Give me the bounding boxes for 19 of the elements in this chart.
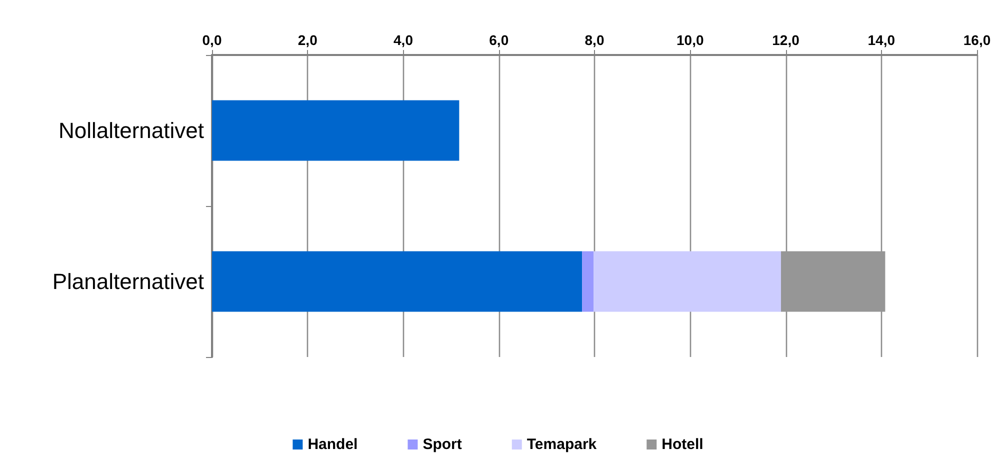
y-tick-label: Planalternativet <box>52 269 204 294</box>
x-tick-label: 16,0 <box>963 32 991 48</box>
x-tick-label: 10,0 <box>676 32 704 48</box>
bar <box>212 251 582 312</box>
x-tick-label: 4,0 <box>394 32 414 48</box>
legend-label: Handel <box>308 436 358 453</box>
y-tick-label: Nollalternativet <box>58 118 204 143</box>
x-tick-label: 14,0 <box>868 32 896 48</box>
bar <box>582 251 594 312</box>
bar <box>212 100 460 161</box>
x-tick-label: 8,0 <box>584 32 604 48</box>
legend-label: Sport <box>422 436 462 453</box>
x-tick-label: 0,0 <box>202 32 222 48</box>
bar <box>594 251 781 312</box>
legend-label: Temapark <box>526 436 598 453</box>
legend-label: Hotell <box>662 436 704 453</box>
x-tick-label: 6,0 <box>489 32 509 48</box>
x-tick-label: 2,0 <box>298 32 318 48</box>
x-tick-label: 12,0 <box>772 32 800 48</box>
